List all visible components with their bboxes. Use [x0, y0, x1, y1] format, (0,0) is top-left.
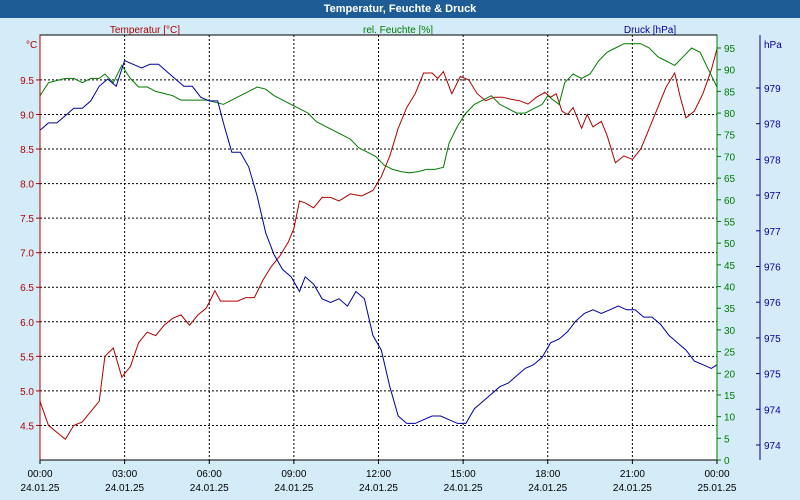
humidity-tick-label: 45 — [724, 261, 736, 272]
temperature-tick-label: 8.5 — [20, 145, 34, 156]
humidity-tick-label: 85 — [724, 87, 736, 98]
x-tick-time: 18:00 — [535, 469, 560, 480]
humidity-tick-label: 10 — [724, 413, 736, 424]
humidity-tick-label: 35 — [724, 304, 736, 315]
pressure-tick-label: 978 — [764, 120, 781, 131]
humidity-tick-label: 95 — [724, 44, 736, 55]
temperature-axis-label: Temperatur [°C] — [110, 25, 180, 36]
temperature-tick-label: 9.0 — [20, 110, 34, 121]
humidity-axis-label: rel. Feuchte [%] — [363, 25, 433, 36]
pressure-tick-label: 978 — [764, 155, 781, 166]
humidity-tick-label: 20 — [724, 369, 736, 380]
humidity-series-line — [39, 43, 718, 174]
temperature-tick-label: 4.5 — [20, 421, 34, 432]
temperature-unit-label: °C — [26, 40, 37, 51]
x-tick-time: 09:00 — [281, 469, 306, 480]
pressure-tick-label: 974 — [764, 441, 781, 452]
series-lines — [39, 43, 718, 441]
pressure-series-line — [39, 59, 718, 424]
temperature-tick-label: 6.0 — [20, 318, 34, 329]
pressure-tick-label: 976 — [764, 263, 781, 274]
pressure-tick-label: 974 — [764, 405, 781, 416]
x-tick-date: 24.01.25 — [528, 483, 567, 494]
x-tick-date: 25.01.25 — [698, 483, 737, 494]
humidity-tick-label: 90 — [724, 66, 736, 77]
pressure-unit-label: hPa — [764, 40, 782, 51]
humidity-tick-label: 65 — [724, 174, 736, 185]
pressure-tick-label: 977 — [764, 191, 781, 202]
x-tick-date: 24.01.25 — [274, 483, 313, 494]
temperature-tick-label: 9.5 — [20, 76, 34, 87]
temperature-tick-label: 5.0 — [20, 387, 34, 398]
humidity-tick-label: 25 — [724, 348, 736, 359]
line-chart: 4.5 5.0 5.5 6.0 6.5 7.0 7.5 8.0 8.5 9.0 9.5 0 5 10 15 2… — [20, 25, 782, 494]
x-tick-time: 00:00 — [704, 469, 729, 480]
humidity-tick-label: 0 — [724, 456, 730, 467]
axes: 4.5 5.0 5.5 6.0 6.5 7.0 7.5 8.0 8.5 9.0 9.5 0 5 10 15 2… — [20, 35, 781, 494]
humidity-tick-label: 55 — [724, 217, 736, 228]
humidity-tick-label: 30 — [724, 326, 736, 337]
pressure-tick-label: 977 — [764, 227, 781, 238]
x-tick-time: 00:00 — [27, 469, 52, 480]
x-tick-time: 21:00 — [620, 469, 645, 480]
temperature-series-line — [39, 48, 718, 441]
x-tick-date: 24.01.25 — [105, 483, 144, 494]
pressure-tick-label: 975 — [764, 370, 781, 381]
x-tick-date: 24.01.25 — [359, 483, 398, 494]
temperature-tick-label: 7.5 — [20, 214, 34, 225]
x-tick-time: 12:00 — [366, 469, 391, 480]
humidity-tick-label: 60 — [724, 196, 736, 207]
x-tick-date: 24.01.25 — [190, 483, 229, 494]
temperature-tick-label: 5.5 — [20, 352, 34, 363]
x-tick-time: 06:00 — [197, 469, 222, 480]
x-tick-date: 24.01.25 — [613, 483, 652, 494]
temperature-tick-label: 8.0 — [20, 180, 34, 191]
humidity-tick-label: 75 — [724, 131, 736, 142]
x-tick-date: 24.01.25 — [21, 483, 60, 494]
humidity-tick-label: 15 — [724, 391, 736, 402]
humidity-tick-label: 50 — [724, 239, 736, 250]
humidity-tick-label: 70 — [724, 152, 736, 163]
grid — [40, 35, 717, 460]
humidity-tick-label: 5 — [724, 434, 730, 445]
humidity-tick-label: 40 — [724, 283, 736, 294]
x-tick-time: 03:00 — [112, 469, 137, 480]
x-tick-date: 24.01.25 — [444, 483, 483, 494]
pressure-tick-label: 976 — [764, 298, 781, 309]
x-tick-time: 15:00 — [451, 469, 476, 480]
window-title: Temperatur, Feuchte & Druck — [0, 0, 800, 18]
pressure-tick-label: 979 — [764, 84, 781, 95]
humidity-tick-label: 80 — [724, 109, 736, 120]
pressure-axis-label: Druck [hPa] — [624, 25, 676, 36]
temperature-tick-label: 6.5 — [20, 283, 34, 294]
temperature-tick-label: 7.0 — [20, 249, 34, 260]
pressure-tick-label: 975 — [764, 334, 781, 345]
